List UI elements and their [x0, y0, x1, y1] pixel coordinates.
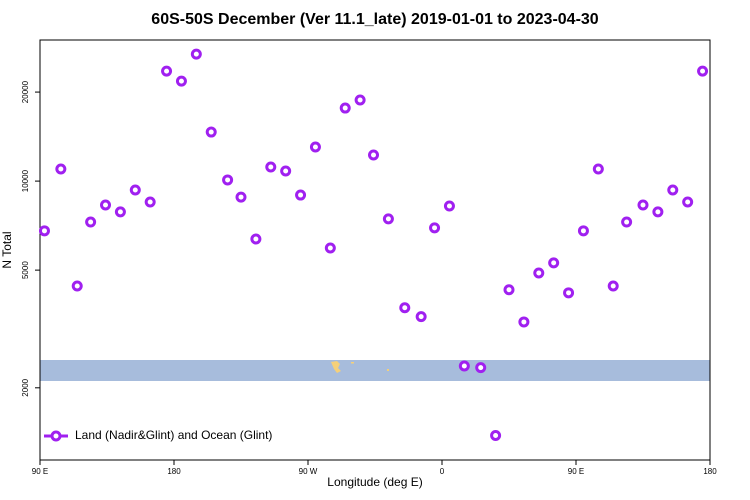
data-point	[682, 196, 694, 208]
data-point	[667, 184, 679, 196]
data-point	[475, 362, 487, 374]
chart-title: 60S-50S December (Ver 11.1_late) 2019-01…	[151, 11, 599, 28]
data-point	[85, 216, 97, 228]
data-point	[175, 75, 187, 87]
data-point	[265, 161, 277, 173]
data-point	[295, 189, 307, 201]
data-point	[100, 199, 112, 211]
data-point	[563, 287, 575, 299]
x-tick-label: 0	[440, 467, 445, 476]
x-tick-label: 90 W	[299, 467, 318, 476]
x-tick-label: 90 E	[568, 467, 584, 476]
data-point	[399, 302, 411, 314]
data-point	[503, 284, 515, 296]
x-tick-label: 180	[703, 467, 717, 476]
data-point	[205, 126, 217, 138]
data-point	[114, 206, 126, 218]
legend-swatch-marker	[50, 430, 62, 442]
data-point	[533, 267, 545, 279]
land-patch	[331, 361, 341, 373]
data-point	[222, 174, 234, 186]
data-point	[652, 206, 664, 218]
y-tick-label: 5000	[21, 261, 30, 279]
data-point	[607, 280, 619, 292]
data-point	[339, 102, 351, 114]
data-point	[129, 184, 141, 196]
data-point	[490, 429, 502, 441]
x-tick-label: 90 E	[32, 467, 48, 476]
data-point	[382, 213, 394, 225]
x-axis-label: Longitude (deg E)	[327, 475, 422, 489]
data-point	[190, 48, 202, 60]
plot-frame	[39, 39, 711, 461]
data-point	[548, 257, 560, 269]
data-point	[280, 165, 292, 177]
data-point	[577, 225, 589, 237]
data-point	[55, 163, 67, 175]
x-tick-label: 180	[167, 467, 181, 476]
y-tick-label: 10000	[21, 169, 30, 192]
data-point	[144, 196, 156, 208]
data-point	[621, 216, 633, 228]
y-axis-label: N Total	[0, 231, 14, 268]
data-point	[592, 163, 604, 175]
data-point	[235, 191, 247, 203]
data-point	[458, 360, 470, 372]
data-point	[697, 65, 709, 77]
legend-label: Land (Nadir&Glint) and Ocean (Glint)	[75, 428, 272, 442]
y-tick-label: 2000	[21, 378, 30, 396]
map-strip	[40, 360, 710, 381]
land-patch	[351, 362, 354, 364]
data-point	[368, 149, 380, 161]
data-point	[309, 141, 321, 153]
data-point	[637, 199, 649, 211]
data-point	[71, 280, 83, 292]
data-point	[354, 94, 366, 106]
data-point	[518, 316, 530, 328]
data-point	[415, 311, 427, 323]
data-point	[429, 222, 441, 234]
data-point	[443, 200, 455, 212]
data-point	[38, 225, 50, 237]
data-point	[324, 242, 336, 254]
data-point	[161, 65, 173, 77]
land-patch	[387, 369, 389, 371]
data-point	[250, 233, 262, 245]
y-tick-label: 20000	[21, 80, 30, 103]
